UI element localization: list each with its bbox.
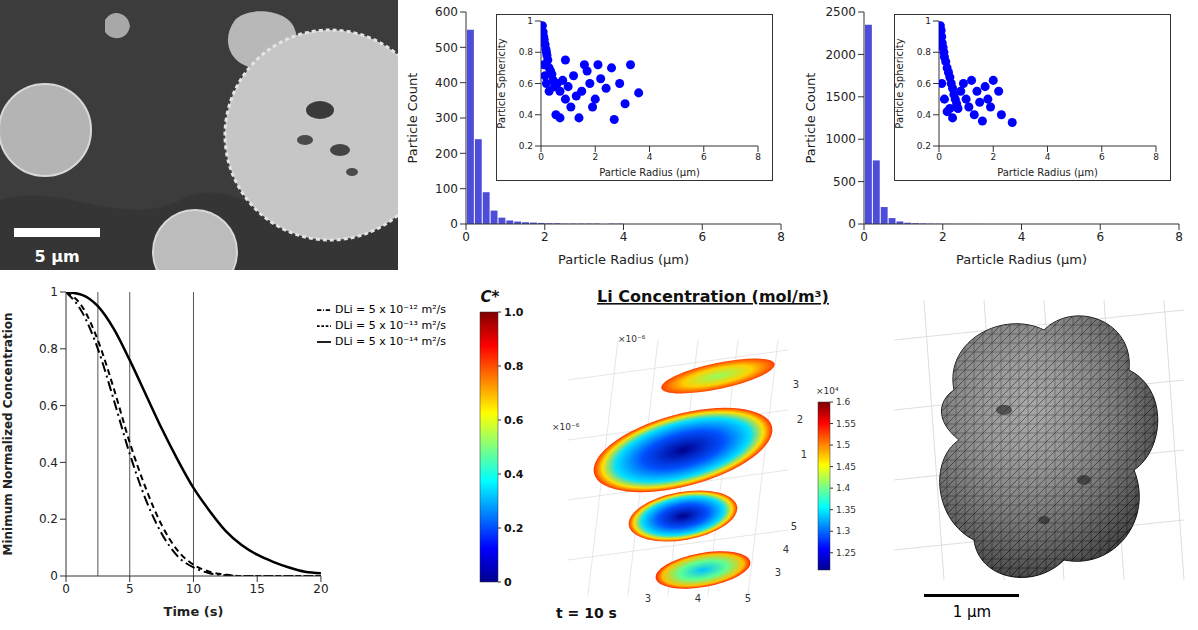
svg-text:0.8: 0.8 — [504, 360, 524, 373]
svg-text:1.55: 1.55 — [836, 419, 856, 429]
svg-text:0: 0 — [504, 576, 512, 589]
svg-text:0.6: 0.6 — [519, 79, 534, 89]
svg-text:1: 1 — [801, 449, 807, 460]
svg-text:3: 3 — [645, 593, 651, 604]
svg-text:1 µm: 1 µm — [953, 603, 991, 621]
svg-text:2: 2 — [990, 152, 996, 162]
svg-text:0.2: 0.2 — [917, 141, 931, 151]
svg-text:0.6: 0.6 — [39, 399, 58, 413]
svg-text:1: 1 — [527, 16, 533, 26]
svg-text:0: 0 — [62, 582, 70, 596]
svg-text:4: 4 — [620, 230, 628, 244]
svg-text:C*: C* — [481, 288, 500, 306]
html-text:DLi = 5 x 10⁻¹³ m²/s: DLi = 5 x 10⁻¹³ m²/s — [334, 319, 446, 332]
svg-text:0.4: 0.4 — [519, 110, 534, 120]
svg-text:Particle Count: Particle Count — [803, 73, 818, 164]
svg-text:3: 3 — [793, 379, 799, 390]
svg-text:0.2: 0.2 — [39, 512, 58, 526]
svg-text:1000: 1000 — [825, 132, 856, 146]
svg-text:400: 400 — [435, 76, 458, 90]
svg-text:0: 0 — [848, 217, 856, 231]
svg-text:0.4: 0.4 — [504, 468, 524, 481]
svg-text:0: 0 — [860, 230, 868, 244]
svg-text:4: 4 — [783, 544, 789, 555]
svg-text:0: 0 — [462, 230, 470, 244]
svg-text:1.25: 1.25 — [836, 548, 856, 558]
svg-text:0.4: 0.4 — [39, 456, 58, 470]
svg-text:2: 2 — [939, 230, 947, 244]
svg-text:0.8: 0.8 — [39, 342, 58, 356]
html-text:DLi = 5 x 10⁻¹² m²/s: DLi = 5 x 10⁻¹² m²/s — [334, 303, 446, 316]
svg-text:1.45: 1.45 — [836, 462, 856, 472]
svg-text:Particle Count: Particle Count — [405, 73, 420, 164]
svg-text:8: 8 — [755, 152, 761, 162]
svg-text:Li Concentration (mol/m³): Li Concentration (mol/m³) — [597, 287, 829, 306]
svg-text:1.3: 1.3 — [836, 526, 850, 536]
svg-text:Minimum Normalized Concentrati: Minimum Normalized Concentration — [1, 312, 15, 555]
svg-text:2: 2 — [797, 414, 803, 425]
svg-text:0: 0 — [538, 152, 544, 162]
svg-text:5 µm: 5 µm — [34, 247, 79, 266]
svg-text:4: 4 — [647, 152, 653, 162]
svg-text:×10⁴: ×10⁴ — [816, 386, 839, 396]
svg-text:6: 6 — [698, 230, 706, 244]
svg-text:1.5: 1.5 — [836, 440, 850, 450]
svg-text:Particle Radius (μm): Particle Radius (μm) — [558, 252, 689, 267]
svg-text:6: 6 — [1096, 230, 1104, 244]
svg-text:2: 2 — [541, 230, 549, 244]
svg-text:1500: 1500 — [825, 90, 856, 104]
svg-text:0.6: 0.6 — [917, 79, 932, 89]
svg-text:4: 4 — [695, 593, 701, 604]
svg-text:1: 1 — [925, 16, 931, 26]
svg-text:2: 2 — [592, 152, 598, 162]
svg-text:0: 0 — [50, 569, 58, 583]
svg-text:×10⁻⁶: ×10⁻⁶ — [618, 334, 646, 344]
svg-text:Particle Sphericity: Particle Sphericity — [895, 38, 905, 128]
svg-text:1.6: 1.6 — [836, 397, 851, 407]
html-text:DLi = 5 x 10⁻¹⁴ m²/s: DLi = 5 x 10⁻¹⁴ m²/s — [334, 335, 446, 348]
svg-text:2000: 2000 — [825, 48, 856, 62]
svg-text:0.2: 0.2 — [519, 141, 533, 151]
svg-text:15: 15 — [250, 582, 265, 596]
svg-text:1.35: 1.35 — [836, 505, 856, 515]
svg-text:1: 1 — [50, 285, 58, 299]
svg-text:0.6: 0.6 — [504, 414, 524, 427]
svg-text:5: 5 — [791, 521, 797, 532]
svg-text:0.2: 0.2 — [504, 522, 524, 535]
svg-text:500: 500 — [435, 41, 458, 55]
svg-text:Particle Radius (μm): Particle Radius (μm) — [997, 167, 1098, 178]
svg-text:5: 5 — [126, 582, 134, 596]
svg-text:Particle Sphericity: Particle Sphericity — [497, 38, 507, 128]
svg-text:3: 3 — [775, 567, 781, 578]
svg-text:Particle Radius (μm): Particle Radius (μm) — [599, 167, 700, 178]
svg-text:0.4: 0.4 — [917, 110, 932, 120]
svg-text:600: 600 — [435, 5, 458, 19]
svg-text:300: 300 — [435, 111, 458, 125]
svg-text:500: 500 — [833, 175, 856, 189]
svg-text:1.0: 1.0 — [504, 306, 524, 319]
svg-text:4: 4 — [1018, 230, 1026, 244]
svg-text:100: 100 — [435, 182, 458, 196]
svg-text:8: 8 — [1153, 152, 1159, 162]
svg-text:Time (s): Time (s) — [164, 604, 224, 619]
svg-text:5: 5 — [745, 593, 751, 604]
svg-text:0.8: 0.8 — [917, 47, 932, 57]
svg-text:4: 4 — [1045, 152, 1051, 162]
svg-text:20: 20 — [313, 582, 328, 596]
svg-text:0: 0 — [936, 152, 942, 162]
svg-text:0.8: 0.8 — [519, 47, 534, 57]
svg-text:6: 6 — [1099, 152, 1105, 162]
svg-text:×10⁻⁶: ×10⁻⁶ — [552, 422, 580, 432]
svg-text:1.4: 1.4 — [836, 483, 851, 493]
svg-text:6: 6 — [701, 152, 707, 162]
svg-text:0: 0 — [450, 217, 458, 231]
svg-text:8: 8 — [777, 230, 785, 244]
svg-text:2500: 2500 — [825, 5, 856, 19]
svg-text:200: 200 — [435, 147, 458, 161]
svg-text:8: 8 — [1175, 230, 1183, 244]
svg-text:Particle Radius (μm): Particle Radius (μm) — [956, 252, 1087, 267]
svg-text:10: 10 — [186, 582, 201, 596]
svg-text:t = 10 s: t = 10 s — [556, 605, 617, 621]
